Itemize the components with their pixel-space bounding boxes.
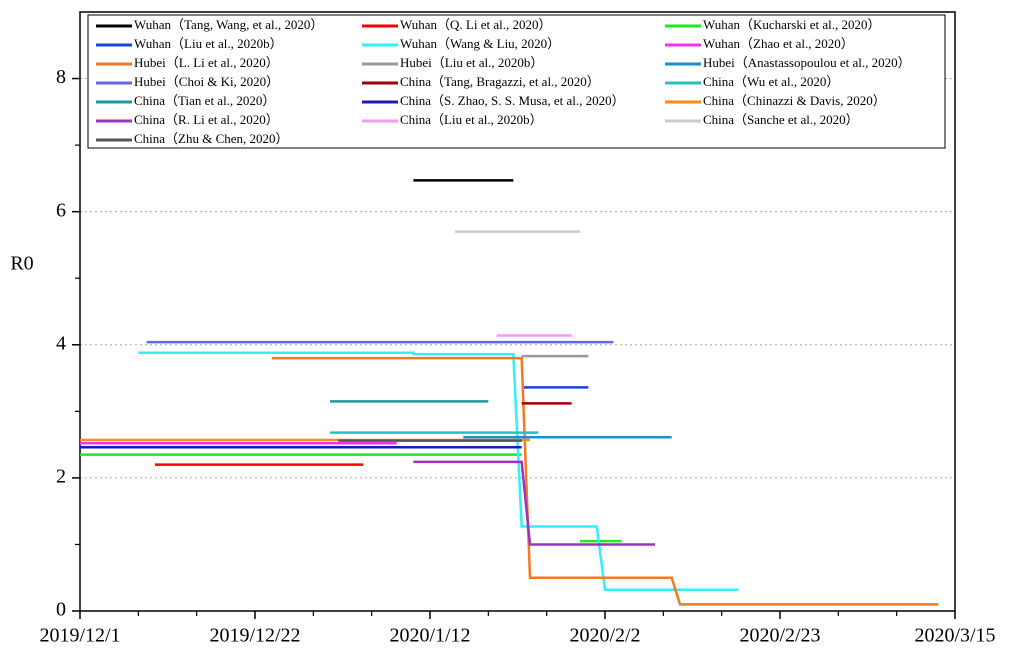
x-tick-label: 2020/3/15	[914, 625, 995, 647]
y-tick-label: 4	[56, 332, 66, 354]
legend-label: China（S. Zhao, S. S. Musa, et al., 2020）	[400, 93, 625, 108]
x-tick-label: 2020/1/12	[389, 625, 470, 647]
x-tick-label: 2019/12/22	[209, 625, 300, 647]
legend-label: China（Sanche et al., 2020）	[703, 112, 859, 127]
legend-label: Hubei（Choi & Ki, 2020）	[134, 74, 279, 89]
series-line	[413, 460, 655, 546]
legend-label: Wuhan（Kucharski et al., 2020）	[703, 17, 880, 32]
legend-label: China（Wu et al., 2020）	[703, 74, 839, 89]
x-tick-label: 2020/2/23	[739, 625, 820, 647]
legend-label: Wuhan（Liu et al., 2020b）	[134, 36, 283, 51]
x-tick-label: 2020/2/2	[569, 625, 640, 647]
legend-box	[87, 14, 946, 149]
y-tick-label: 6	[56, 199, 66, 221]
legend-label: China（R. Li et al., 2020）	[134, 112, 279, 127]
legend-label: Hubei（Anastassopoulou et al., 2020）	[703, 55, 911, 70]
legend-label: Hubei（L. Li et al., 2020）	[134, 55, 279, 70]
series-line	[271, 356, 939, 606]
legend-label: China（Tang, Bragazzi, et al., 2020）	[400, 74, 600, 89]
legend-label: Wuhan（Wang & Liu, 2020）	[400, 36, 560, 51]
legend-label: China（Zhu & Chen, 2020）	[134, 131, 289, 146]
legend-label: Wuhan（Tang, Wang, et al., 2020）	[134, 17, 323, 32]
legend-label: Wuhan（Zhao et al., 2020）	[703, 36, 854, 51]
series-line	[138, 351, 739, 591]
legend-label: China（Liu et al., 2020b）	[400, 112, 543, 127]
legend-label: Wuhan（Q. Li et al., 2020）	[400, 17, 551, 32]
plot-frame	[79, 11, 956, 612]
x-tick-label: 2019/12/1	[39, 625, 120, 647]
series-line	[80, 453, 622, 543]
y-tick-label: 2	[56, 465, 66, 487]
legend-label: China（Chinazzi & Davis, 2020）	[703, 93, 886, 108]
legend-label: China（Tian et al., 2020）	[134, 93, 275, 108]
legend-label: Hubei（Liu et al., 2020b）	[400, 55, 543, 70]
y-axis-label: R0	[10, 253, 33, 275]
y-tick-label: 0	[56, 599, 66, 621]
y-tick-label: 8	[56, 66, 66, 88]
